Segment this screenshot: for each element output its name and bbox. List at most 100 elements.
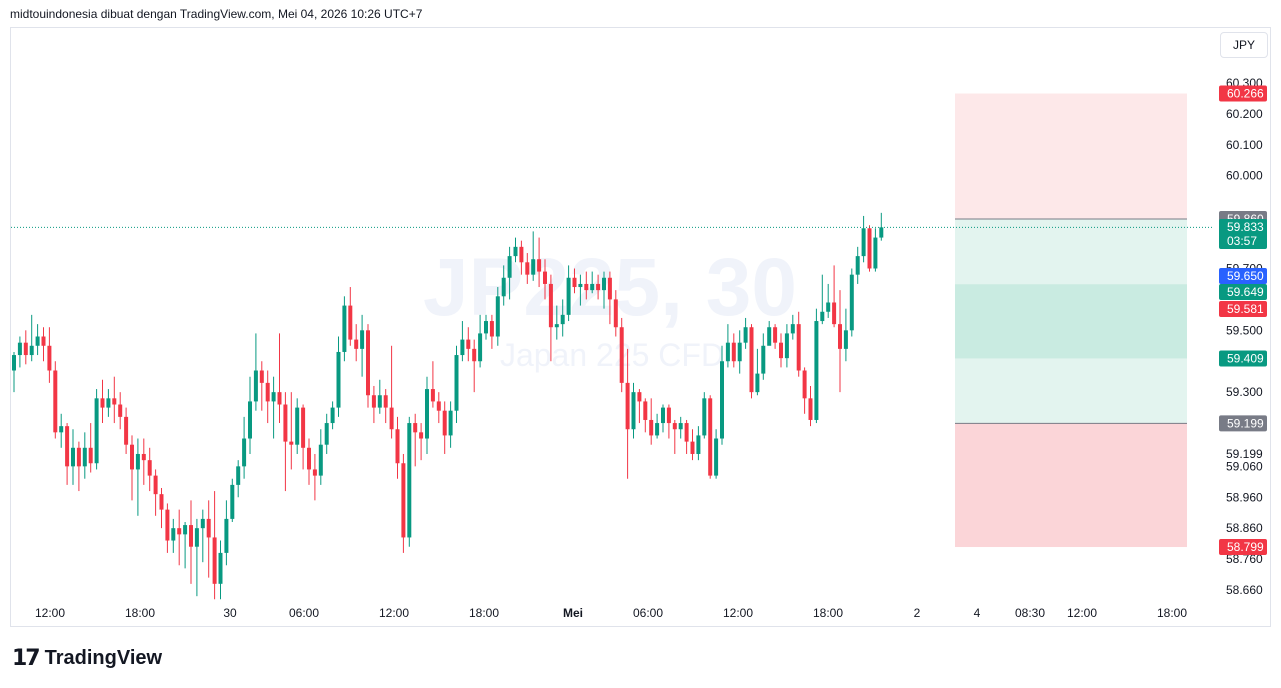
candle bbox=[666, 404, 671, 439]
candle bbox=[861, 215, 866, 263]
candle bbox=[879, 212, 884, 241]
candle bbox=[519, 240, 524, 275]
time-axis[interactable]: 12:00 18:00 30 06:00 12:00 18:00 Mei 06:00 12:00… bbox=[35, 606, 1187, 620]
candle bbox=[330, 401, 335, 430]
candle bbox=[224, 500, 229, 566]
candle bbox=[407, 416, 412, 547]
candle-body bbox=[672, 423, 677, 430]
candle-body bbox=[419, 432, 424, 439]
tradingview-logo[interactable]: 17 TradingView bbox=[12, 646, 162, 671]
candle bbox=[849, 268, 854, 337]
candle-body bbox=[312, 469, 317, 476]
candle-body bbox=[796, 324, 801, 371]
candle-body bbox=[71, 447, 75, 467]
price-axis[interactable]: 60.30060.20060.10060.00059.70059.50059.3… bbox=[1226, 76, 1263, 597]
candle-body bbox=[224, 518, 229, 553]
candle-body bbox=[867, 228, 872, 269]
x-tick-label: 18:00 bbox=[125, 606, 155, 620]
candle bbox=[383, 389, 388, 424]
candle-body bbox=[454, 355, 459, 411]
candle bbox=[106, 389, 111, 417]
candle bbox=[796, 311, 801, 377]
candle bbox=[194, 518, 199, 597]
candle bbox=[743, 317, 748, 349]
candle-body bbox=[584, 283, 589, 291]
price-label-text: 59.833 bbox=[1227, 220, 1264, 234]
candle bbox=[560, 299, 565, 337]
candle-body bbox=[690, 441, 695, 454]
candle bbox=[448, 401, 453, 448]
candle-body bbox=[696, 435, 701, 454]
tradingview-logo-icon: 17 bbox=[12, 646, 41, 671]
price-label: 59.199 bbox=[1219, 415, 1267, 432]
candle-body bbox=[790, 324, 795, 334]
candle-body bbox=[330, 407, 335, 424]
candle bbox=[307, 438, 311, 485]
currency-button[interactable]: JPY bbox=[1220, 32, 1268, 58]
candle bbox=[808, 385, 813, 427]
candle-body bbox=[501, 277, 506, 297]
candle-body bbox=[531, 259, 536, 275]
candle bbox=[867, 225, 872, 272]
candle bbox=[342, 296, 347, 362]
candle-body bbox=[442, 410, 447, 436]
candle-body bbox=[242, 438, 247, 467]
candle bbox=[430, 361, 435, 408]
candle-body bbox=[554, 324, 559, 328]
candle bbox=[259, 361, 264, 411]
candle bbox=[548, 274, 553, 362]
candle bbox=[761, 333, 766, 380]
candle bbox=[401, 453, 406, 553]
candle bbox=[112, 376, 117, 424]
candle-body bbox=[47, 345, 52, 371]
candle-body bbox=[17, 342, 22, 356]
candle-body bbox=[230, 484, 235, 519]
candle bbox=[814, 308, 819, 424]
candle bbox=[100, 379, 105, 424]
candle bbox=[590, 271, 595, 294]
y-tick-label: 59.500 bbox=[1226, 323, 1263, 337]
candle bbox=[153, 469, 158, 516]
candle bbox=[790, 314, 795, 340]
candle-body bbox=[147, 460, 152, 476]
price-label-bg bbox=[1219, 350, 1267, 367]
x-tick-label: 12:00 bbox=[35, 606, 65, 620]
candle bbox=[436, 392, 441, 424]
candle-body bbox=[749, 327, 754, 393]
candle-body bbox=[820, 311, 825, 322]
candle bbox=[714, 429, 719, 479]
candle-body bbox=[401, 463, 406, 538]
price-label: 59.650 bbox=[1219, 268, 1267, 284]
candle-body bbox=[100, 398, 105, 408]
candle bbox=[171, 518, 176, 553]
candle-body bbox=[271, 392, 276, 402]
candle bbox=[324, 413, 329, 454]
candle bbox=[389, 345, 394, 439]
candle-body bbox=[702, 398, 707, 436]
candle-body bbox=[135, 453, 140, 470]
candle bbox=[702, 392, 707, 439]
candle bbox=[838, 290, 842, 393]
candle bbox=[708, 395, 713, 479]
candle-body bbox=[489, 321, 494, 337]
candle bbox=[442, 401, 447, 454]
candle bbox=[537, 237, 542, 288]
candle bbox=[720, 345, 724, 445]
candle-body bbox=[141, 453, 146, 461]
candle-body bbox=[324, 423, 329, 445]
candle-body bbox=[59, 426, 64, 433]
y-tick-label: 58.860 bbox=[1226, 521, 1263, 535]
candle-body bbox=[112, 398, 117, 405]
candle-body bbox=[743, 327, 748, 343]
candle-body bbox=[643, 401, 648, 420]
candle bbox=[678, 416, 683, 439]
candle bbox=[283, 392, 288, 492]
candle-body bbox=[82, 447, 87, 467]
price-label-text: 59.650 bbox=[1227, 269, 1264, 283]
candle-series bbox=[12, 212, 884, 600]
candle bbox=[696, 426, 701, 461]
stop-zone bbox=[955, 423, 1187, 548]
position-tool[interactable] bbox=[955, 93, 1187, 548]
